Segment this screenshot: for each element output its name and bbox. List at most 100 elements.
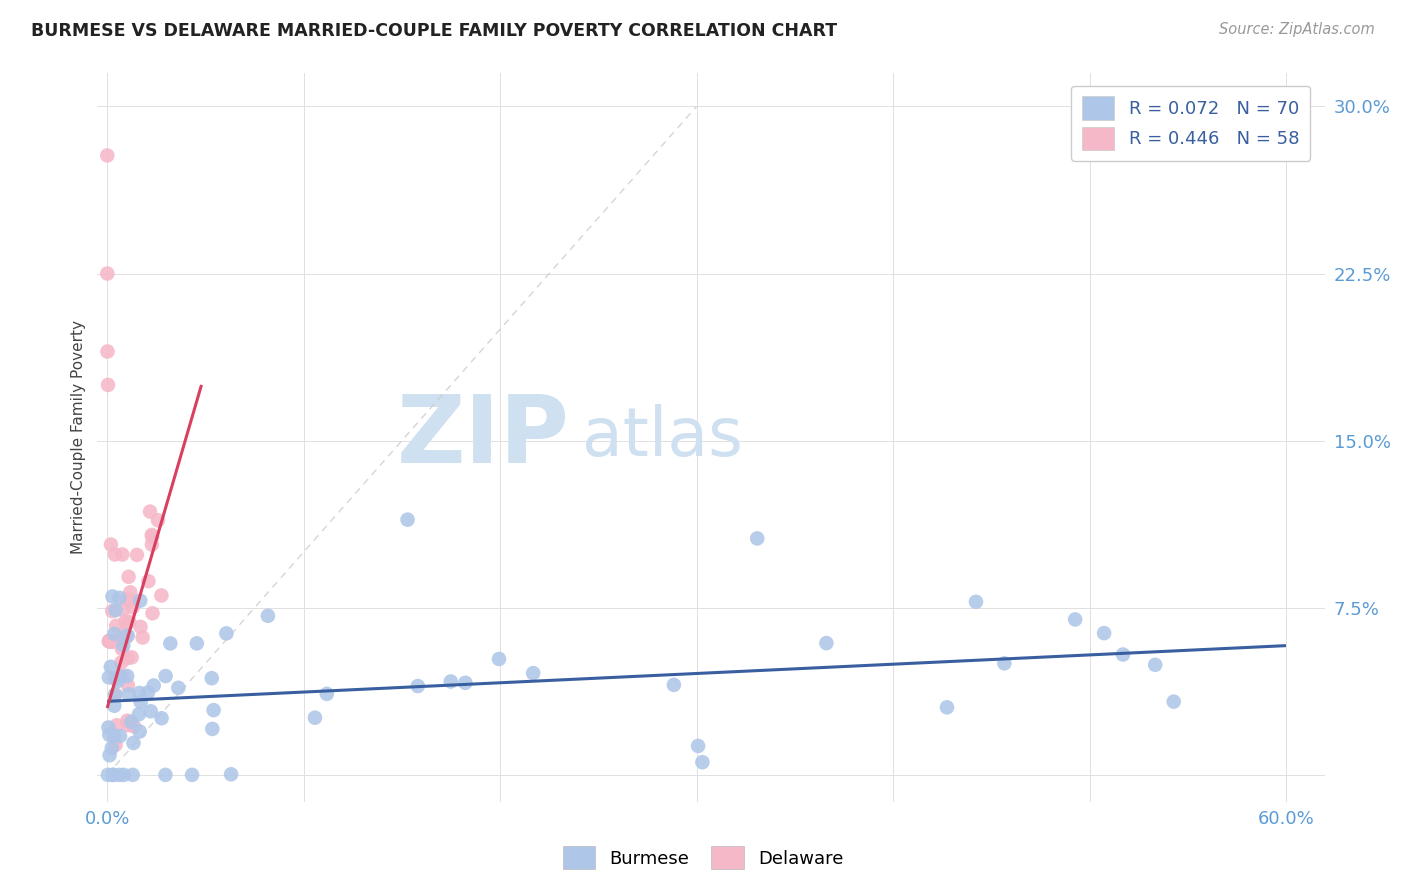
Text: atlas: atlas (582, 404, 744, 470)
Point (257, 608, 280, 623)
Point (131, 631, 153, 645)
Point (115, 669, 138, 683)
Point (114, 626, 136, 640)
Point (98, 728, 121, 742)
Point (101, 604, 124, 618)
Point (155, 669, 177, 683)
Point (142, 678, 165, 692)
Point (125, 548, 148, 562)
Text: ZIP: ZIP (398, 392, 569, 483)
Point (112, 768, 135, 782)
Point (117, 718, 139, 732)
Point (100, 660, 122, 674)
Point (96, 267, 118, 281)
Point (108, 729, 131, 743)
Point (108, 669, 131, 683)
Point (104, 603, 127, 617)
Point (454, 675, 477, 690)
Point (108, 591, 131, 605)
Point (150, 589, 173, 603)
Legend: R = 0.072   N = 70, R = 0.446   N = 58: R = 0.072 N = 70, R = 0.446 N = 58 (1071, 86, 1310, 161)
Point (1064, 612, 1087, 626)
Point (141, 530, 163, 544)
Point (315, 687, 337, 701)
Point (103, 627, 125, 641)
Point (120, 585, 142, 599)
Point (112, 603, 135, 617)
Point (114, 614, 136, 628)
Point (100, 537, 122, 551)
Point (101, 634, 124, 648)
Point (1092, 626, 1115, 640)
Point (747, 532, 769, 546)
Point (121, 768, 143, 782)
Point (104, 634, 127, 648)
Point (100, 634, 122, 648)
Point (129, 593, 152, 607)
Point (104, 688, 127, 702)
Point (98, 634, 121, 648)
Point (100, 634, 122, 648)
Point (101, 634, 124, 648)
Point (110, 656, 132, 670)
Point (98, 634, 121, 648)
Point (101, 634, 124, 648)
Point (98, 634, 121, 648)
Point (692, 755, 714, 769)
Point (129, 620, 152, 634)
Point (118, 615, 141, 629)
Text: Source: ZipAtlas.com: Source: ZipAtlas.com (1219, 22, 1375, 37)
Point (117, 714, 139, 728)
Point (406, 679, 429, 693)
Point (146, 513, 169, 527)
Point (122, 736, 145, 750)
Point (1144, 657, 1167, 672)
Point (115, 630, 138, 644)
Point (122, 719, 145, 733)
Point (103, 698, 125, 713)
Point (101, 768, 124, 782)
Point (139, 704, 162, 718)
Point (141, 528, 163, 542)
Point (1163, 695, 1185, 709)
Point (97, 768, 120, 782)
Point (141, 538, 163, 552)
Point (150, 711, 173, 725)
Point (104, 688, 127, 702)
Point (1112, 648, 1135, 662)
Point (105, 619, 128, 633)
Point (129, 695, 152, 709)
Point (98, 634, 121, 648)
Point (104, 548, 127, 562)
Point (662, 678, 685, 692)
Point (101, 634, 124, 648)
Point (128, 707, 150, 722)
Legend: Burmese, Delaware: Burmese, Delaware (554, 838, 852, 879)
Point (101, 768, 124, 782)
Point (139, 505, 162, 519)
Point (115, 615, 138, 630)
Point (201, 671, 224, 685)
Point (98, 748, 121, 763)
Point (440, 674, 463, 689)
Point (993, 657, 1015, 671)
Point (121, 600, 143, 615)
Point (118, 687, 141, 701)
Point (104, 672, 127, 686)
Point (136, 685, 159, 699)
Point (98, 634, 121, 648)
Point (97, 721, 120, 735)
Point (103, 729, 125, 743)
Point (202, 703, 225, 717)
Point (522, 666, 544, 681)
Point (120, 593, 142, 607)
Point (186, 636, 208, 650)
Point (120, 714, 142, 729)
Point (159, 636, 181, 650)
Y-axis label: Married-Couple Family Poverty: Married-Couple Family Poverty (72, 320, 86, 554)
Point (117, 651, 139, 665)
Point (155, 768, 177, 782)
Point (688, 739, 710, 753)
Point (96, 344, 118, 359)
Point (111, 548, 134, 562)
